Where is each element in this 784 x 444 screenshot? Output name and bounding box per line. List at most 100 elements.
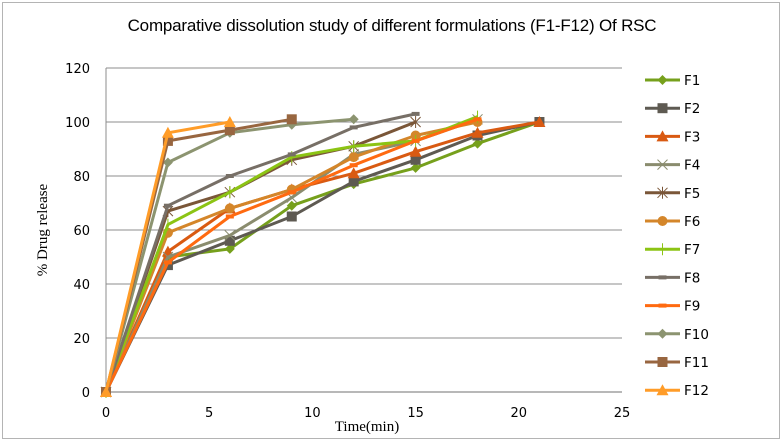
legend-item-f12: F12 (645, 383, 709, 399)
data-point (224, 235, 235, 246)
data-point (411, 138, 420, 143)
data-point (287, 190, 296, 195)
legend-marker (657, 75, 668, 85)
data-point (223, 116, 236, 127)
legend-item-f6: F6 (645, 214, 700, 230)
legend-label: F3 (684, 129, 700, 145)
series-lines (100, 110, 546, 398)
data-point (287, 152, 296, 157)
data-point (286, 211, 297, 222)
data-point (225, 214, 234, 219)
legend: F1 F2 F3 F4 F5 F6 F7 F8 F9 F10 F11 F12 (645, 73, 709, 399)
data-point (533, 116, 546, 127)
data-point (224, 230, 236, 241)
legend-item-f9: F9 (645, 299, 700, 315)
gridlines (106, 67, 622, 339)
legend-item-f10: F10 (645, 327, 709, 343)
x-tick-label: 10 (304, 406, 321, 421)
legend-label: F4 (684, 158, 700, 174)
legend-label: F6 (684, 214, 700, 230)
legend-marker (658, 303, 667, 308)
legend-marker (656, 384, 669, 396)
legend-marker (657, 328, 668, 339)
legend-marker (656, 130, 669, 142)
x-tick-label: 15 (407, 406, 424, 421)
data-point (161, 126, 174, 138)
data-point (162, 157, 173, 168)
axes (105, 68, 622, 393)
data-point (410, 116, 421, 128)
data-point (224, 243, 235, 254)
series-line (104, 120, 540, 393)
data-point (471, 126, 484, 138)
legend-label: F11 (684, 355, 709, 371)
series-line (104, 117, 293, 393)
x-tick-label: 25 (614, 406, 631, 421)
data-point (348, 176, 359, 187)
legend-item-f7: F7 (645, 242, 700, 258)
x-tick-label: 5 (205, 406, 213, 421)
data-point (349, 125, 358, 130)
legend-marker (658, 275, 667, 280)
y-tick-label: 40 (73, 278, 90, 293)
data-point (286, 200, 297, 211)
y-tick-label: 0 (82, 386, 90, 401)
legend-marker (657, 103, 668, 114)
legend-label: F2 (684, 101, 700, 117)
series-f12 (100, 116, 236, 397)
legend-item-f4: F4 (645, 158, 700, 174)
x-axis-label: Time(min) (335, 419, 399, 435)
data-point (224, 125, 235, 136)
legend-item-f8: F8 (645, 270, 700, 286)
legend-item-f1: F1 (645, 73, 700, 89)
legend-label: F12 (684, 383, 709, 399)
legend-item-f3: F3 (645, 129, 700, 145)
x-tick-label: 0 (102, 406, 110, 421)
data-point (473, 117, 482, 122)
legend-marker (657, 159, 668, 170)
legend-marker (657, 357, 668, 367)
legend-item-f2: F2 (645, 101, 700, 117)
y-axis-label: % Drug release (35, 183, 51, 276)
x-tick-labels: 0 5 10 15 20 25 (102, 406, 630, 421)
data-point (163, 260, 172, 265)
legend-label: F9 (684, 299, 700, 315)
series-f8 (102, 111, 420, 394)
legend-label: F1 (684, 73, 700, 89)
y-tick-label: 120 (65, 62, 90, 77)
data-point (163, 203, 172, 208)
y-tick-label: 60 (73, 224, 90, 239)
data-point (349, 163, 358, 168)
y-tick-label: 100 (65, 116, 90, 131)
legend-marker (657, 186, 668, 199)
data-point (100, 386, 112, 397)
data-point (411, 111, 420, 116)
legend-label: F5 (684, 186, 700, 202)
x-tick-label: 20 (511, 406, 528, 421)
series-line (104, 117, 354, 393)
y-tick-label: 80 (73, 170, 90, 185)
legend-label: F7 (684, 242, 700, 258)
data-point (224, 203, 235, 214)
legend-label: F10 (684, 327, 709, 343)
data-point (472, 138, 483, 149)
legend-marker (657, 216, 668, 226)
data-point (348, 152, 359, 163)
data-point (225, 174, 234, 178)
chart-title: Comparative dissolution study of differe… (127, 16, 657, 35)
legend-label: F8 (684, 270, 700, 286)
legend-item-f11: F11 (645, 355, 709, 371)
y-tick-label: 20 (73, 332, 90, 347)
data-point (162, 135, 173, 146)
y-tick-labels: 0 20 40 60 80 100 120 (65, 62, 90, 401)
legend-item-f5: F5 (645, 186, 700, 202)
data-point (286, 114, 297, 125)
series-f11 (101, 114, 297, 397)
data-point (409, 145, 422, 157)
data-point (410, 162, 421, 173)
series-line (104, 120, 540, 393)
series-line (104, 112, 416, 393)
data-point (348, 114, 359, 125)
data-point (410, 154, 421, 165)
